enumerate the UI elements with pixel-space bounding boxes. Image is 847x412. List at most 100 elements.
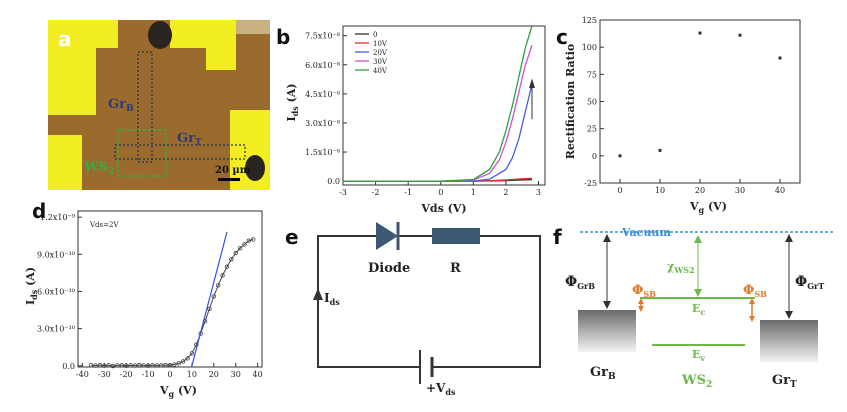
panel-a: a GrB GrT WS2 20 µm (48, 20, 270, 190)
data-point (145, 363, 151, 368)
y-tick-label: 25 (587, 125, 597, 134)
x-tick-label: -40 (76, 370, 89, 379)
phi-grt-arrow-down-icon (785, 311, 793, 319)
x-tick-label: 3 (536, 188, 541, 197)
y-axis-label: Ids (A) (24, 267, 39, 305)
y-tick-label: 0 (592, 152, 597, 161)
data-point (224, 264, 230, 269)
legend-label: 30V (373, 58, 388, 66)
y-axis-label-unit: (A) (285, 83, 298, 106)
electrode-top-right (170, 20, 236, 70)
x-tick-label: 1 (471, 188, 476, 197)
data-point (123, 363, 129, 368)
x-axis-label: Vg (V) (689, 200, 727, 215)
data-point (163, 362, 168, 368)
resistor-label: R (450, 261, 461, 276)
plot-frame (599, 19, 801, 184)
panel-b: b -3 -2 -1 0 1 2 3 0.0 1.5x10⁻⁸ 3.0x10⁻⁸ 4.5x10⁻⁸ 6… (276, 25, 546, 215)
x-tick-label: -3 (339, 188, 347, 197)
panel-c: c 0 10 20 30 40 -25 0 25 50 75 100 125 Rectification… (556, 16, 801, 215)
y-axis-label: Ids (A) (285, 83, 300, 121)
legend-label: 10V (373, 40, 388, 48)
data-point (185, 356, 190, 361)
wire-right (432, 235, 541, 368)
chi-label: χWS2 (667, 260, 695, 275)
y-axis-label-main: I (24, 300, 37, 305)
series-line-20v (343, 84, 533, 182)
ws2-label: WS2 (681, 373, 712, 390)
y-tick-label: 9.0x10⁻¹⁰ (37, 250, 75, 259)
x-tick-label: 10 (187, 370, 197, 379)
phi-sb-left-up-icon (638, 298, 644, 304)
x-tick-label: 40 (253, 370, 263, 379)
data-point (180, 359, 186, 364)
y-tick-label: 3.0x10⁻⁸ (305, 119, 340, 128)
x-axis-label-sub: g (699, 205, 705, 215)
x-axis-label-sub: g (169, 389, 175, 399)
y-tick-label: -25 (584, 179, 597, 188)
data-point (102, 363, 107, 368)
data-point (141, 363, 146, 368)
phi-sb-left-down-icon (638, 306, 644, 312)
data-point (194, 342, 199, 347)
data-point (207, 306, 212, 312)
x-tick-label: 10 (655, 186, 665, 195)
y-axis-label-sub: ds (290, 106, 300, 117)
y-tick-label: 3.0x10⁻¹⁰ (37, 325, 75, 334)
series-line-30v (343, 45, 533, 182)
x-axis-label: Vds (V) (420, 202, 466, 215)
data-point (189, 351, 195, 356)
label-gr-t: GrT (177, 131, 202, 148)
flake-top-right (236, 20, 270, 34)
y-tick-label: 7.5x10⁻⁸ (305, 32, 340, 41)
data-point (137, 362, 142, 368)
chart-b: -3 -2 -1 0 1 2 3 0.0 1.5x10⁻⁸ 3.0x10⁻⁸ 4.5x10⁻⁸ 6.0… (285, 25, 546, 215)
gr-t-label: GrT (772, 373, 797, 390)
series-line-data (91, 238, 254, 367)
phi-grb-label: ΦGrB (565, 274, 595, 291)
arrow-up-icon (529, 78, 535, 89)
vacuum-label: Vacuum (621, 226, 671, 239)
phi-grt-label: ΦGrT (795, 274, 824, 291)
label-gr-b: GrB (108, 97, 134, 114)
data-point (172, 362, 177, 367)
legend-label: 40V (373, 67, 388, 75)
phi-sb-right-up-icon (749, 298, 755, 304)
gr-b-block (578, 310, 636, 352)
phi-sb-right-down-icon (749, 316, 755, 322)
data-point (159, 363, 164, 368)
gr-b-outline (137, 51, 153, 163)
data-point (88, 362, 94, 368)
data-point (176, 361, 181, 366)
y-tick-label: 1.2x10⁻⁹ (40, 213, 76, 222)
y-tick-label: 6.0x10⁻¹⁰ (37, 287, 75, 296)
plot-frame (342, 25, 546, 186)
electrode-top-left (48, 20, 118, 115)
legend-label: 0 (373, 31, 377, 39)
current-label: Ids (324, 291, 340, 307)
y-axis-label-sub: ds (29, 289, 39, 300)
y-tick-label: 100 (582, 43, 597, 52)
y-tick-label: 0.0 (62, 362, 75, 371)
phi-sb-left-label: ΦSB (632, 283, 656, 299)
scalebar-label: 20 µm (215, 165, 251, 176)
y-tick-label: 4.5x10⁻⁸ (305, 90, 340, 99)
data-point (229, 257, 234, 262)
chart-c: 0 10 20 30 40 -25 0 25 50 75 100 125 Rectification R… (564, 16, 801, 215)
y-axis-label: Rectification Ratio (564, 44, 577, 159)
data-point (618, 154, 622, 158)
data-point (251, 237, 256, 242)
data-point (132, 363, 138, 368)
data-point (97, 362, 103, 368)
x-tick-label: 20 (695, 186, 705, 195)
x-tick-label: 2 (503, 188, 508, 197)
x-axis-label-unit: (V) (174, 384, 197, 397)
data-point (233, 250, 238, 256)
electrode-bottom-left (48, 135, 82, 190)
gr-t-outline (114, 144, 246, 160)
data-point (119, 362, 125, 368)
ev-label: Ev (692, 348, 705, 363)
phi-grb-arrow-down-icon (603, 301, 611, 309)
dark-spot-top (148, 21, 172, 49)
